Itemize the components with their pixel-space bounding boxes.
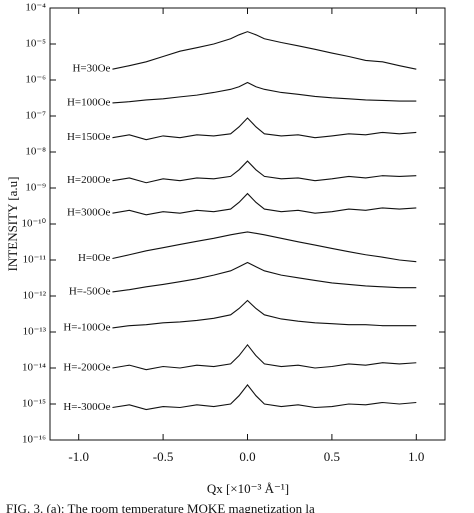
data-line [112,160,417,184]
y-tick-label: 10⁻¹⁵ [22,398,46,410]
y-tick-label: 10⁻⁹ [25,182,46,194]
y-tick-label: 10⁻¹⁰ [21,218,46,230]
series-label: H=200Oe [67,174,111,186]
data-line [112,383,417,411]
series-label: H=30Oe [72,63,110,75]
data-line [112,192,417,216]
y-tick-label: 10⁻⁶ [25,74,46,86]
series-label: H=-50Oe [69,285,111,297]
y-tick-label: 10⁻¹³ [23,326,47,338]
data-line [112,231,417,263]
x-tick-label: -1.0 [68,449,89,464]
y-tick-label: 10⁻¹⁴ [22,362,46,374]
series-label: H=300Oe [67,207,111,219]
caption: FIG. 3. (a): The room temperature MOKE m… [6,501,315,513]
series-label: H=-200Oe [63,362,110,374]
data-line [112,299,417,329]
x-tick-label: 1.0 [408,449,424,464]
data-line [112,117,417,141]
series-label: H=-300Oe [63,401,110,413]
x-tick-label: 0.5 [324,449,340,464]
x-axis-label: Qx [×10⁻³ Å⁻¹] [207,481,289,496]
y-tick-label: 10⁻¹² [23,290,47,302]
y-tick-label: 10⁻¹⁶ [22,434,46,446]
y-tick-label: 10⁻⁷ [25,110,46,122]
x-tick-label: 0.0 [239,449,255,464]
series-label: H=150Oe [67,131,111,143]
series-label: H=100Oe [67,97,111,109]
y-axis-label: INTENSITY [a.u] [5,177,20,272]
y-tick-label: 10⁻⁸ [25,146,46,158]
y-tick-label: 10⁻⁵ [25,38,46,50]
series-label: H=0Oe [78,252,111,264]
data-line [112,81,417,104]
data-line [112,261,417,293]
data-line [112,343,417,371]
series-label: H=-100Oe [63,321,110,333]
data-line [112,31,417,70]
y-tick-label: 10⁻¹¹ [23,254,46,266]
x-tick-label: -0.5 [153,449,174,464]
y-tick-label: 10⁻⁴ [25,2,46,14]
